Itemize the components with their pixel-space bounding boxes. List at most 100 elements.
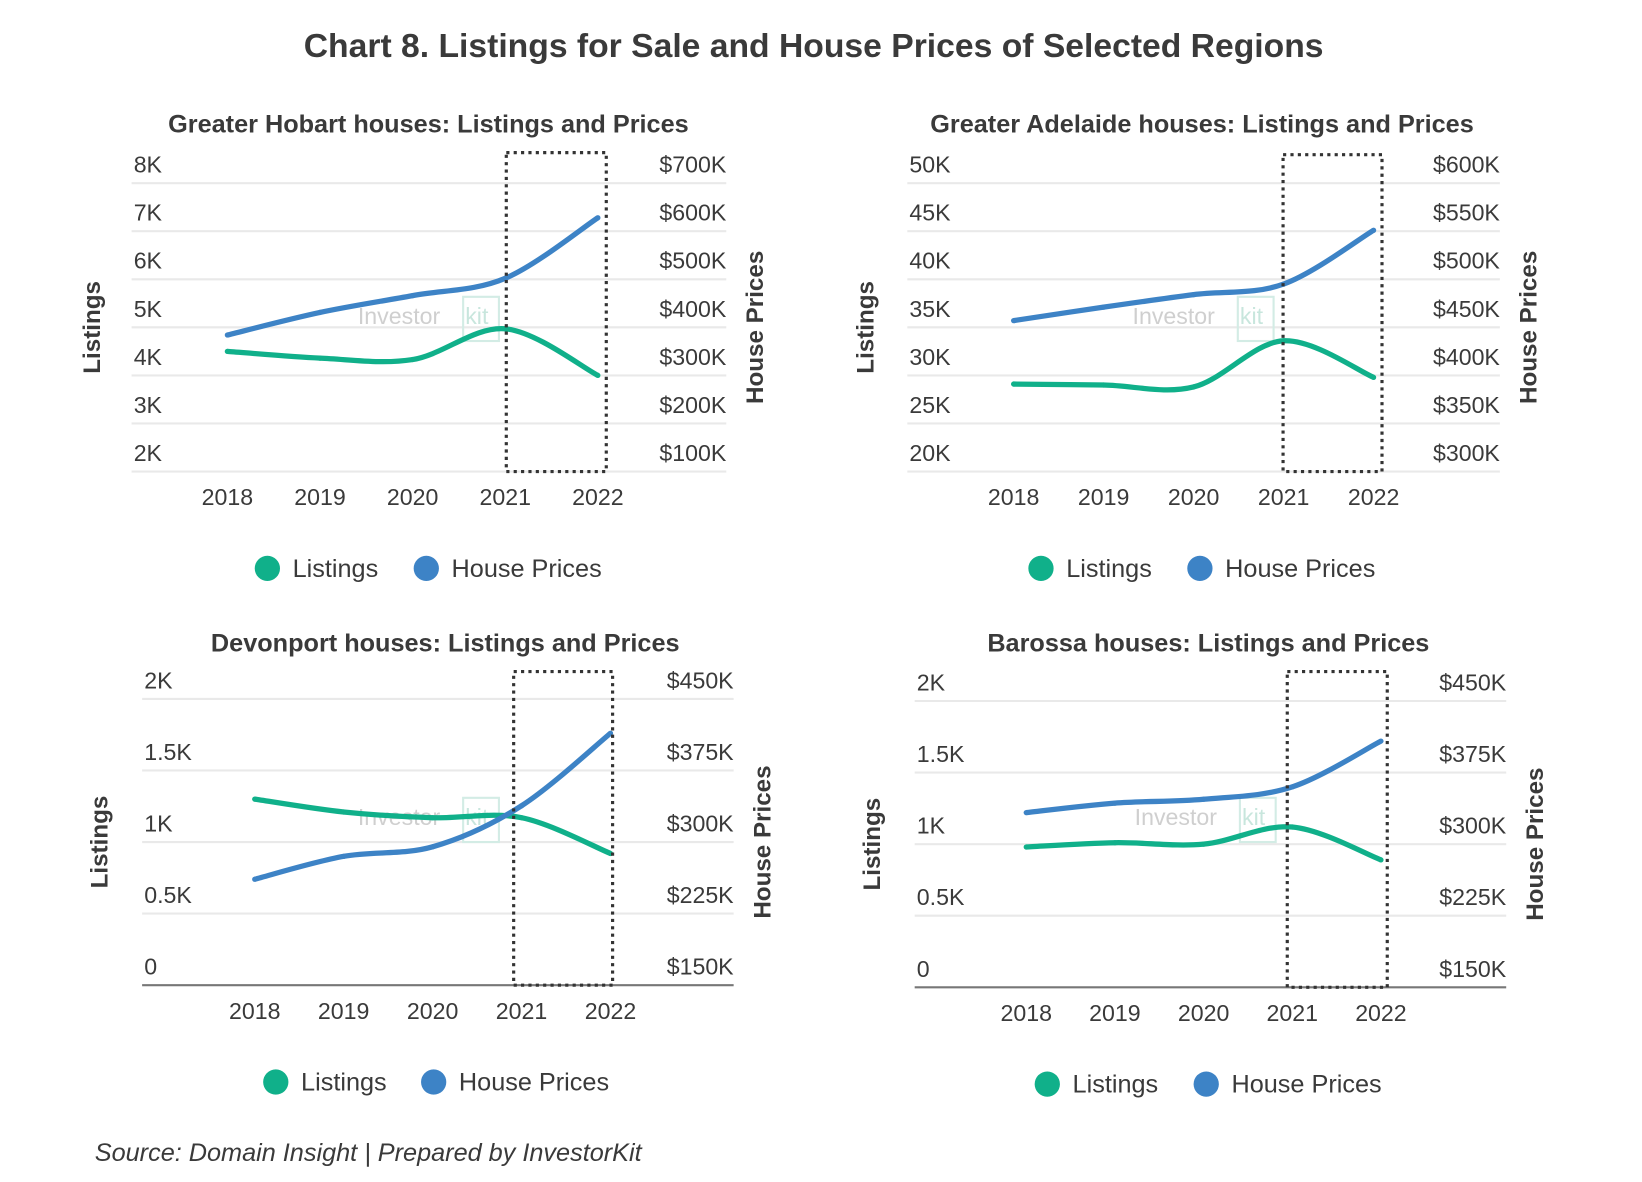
y-tick-label: 1.5K	[917, 741, 965, 767]
listings-line	[227, 326, 600, 378]
y2-tick-label: $300K	[667, 811, 734, 837]
source-note: Source: Domain Insight | Prepared by Inv…	[95, 1139, 643, 1167]
legend-item-house-prices[interactable]: House Prices	[421, 1068, 609, 1096]
legend-item-listings[interactable]: Listings	[254, 555, 379, 583]
data-point	[1100, 382, 1107, 388]
chart-panel: Greater Hobart houses: Listings and Pric…	[79, 111, 769, 583]
x-tick-label: 2021	[479, 484, 530, 510]
y-tick-label: 4K	[134, 344, 163, 370]
svg-text:kit: kit	[1240, 303, 1264, 329]
data-point	[1023, 810, 1029, 816]
legend-marker-icon	[413, 555, 439, 582]
y-tick-label: 20K	[909, 440, 951, 466]
x-tick-label: 2019	[1089, 1000, 1140, 1026]
y-tick-label: 2K	[917, 669, 946, 695]
legend-item-listings[interactable]: Listings	[263, 1068, 387, 1096]
legend-marker-icon	[1193, 1071, 1219, 1097]
data-point	[1190, 384, 1197, 390]
legend-marker-icon	[263, 1069, 289, 1095]
legend-label: Listings	[1073, 1071, 1159, 1099]
legend-item-listings[interactable]: Listings	[1034, 1071, 1159, 1099]
investorkit-watermark: Investor kit	[1135, 796, 1277, 844]
highlight-box-2021-2022	[504, 151, 608, 474]
y2-tick-label: $600K	[1433, 152, 1500, 178]
y-tick-label: 40K	[909, 248, 951, 274]
y2-tick-label: $500K	[659, 248, 726, 274]
data-point	[429, 815, 436, 821]
y2-tick-label: $400K	[659, 296, 726, 322]
y-tick-label: 1.5K	[144, 739, 192, 765]
chart-panel: Devonport houses: Listings and Prices 0 $1…	[86, 630, 776, 1097]
data-point	[518, 815, 525, 821]
x-tick-label: 2020	[407, 998, 458, 1024]
y-tick-label: 35K	[909, 296, 951, 322]
y-tick-label: 0	[144, 954, 157, 980]
legend-item-house-prices[interactable]: House Prices	[1193, 1071, 1382, 1099]
data-point	[429, 844, 436, 850]
y2-tick-label: $600K	[659, 200, 726, 226]
data-point	[252, 876, 258, 882]
investorkit-watermark: Investor kit	[358, 295, 500, 343]
x-tick-label: 2022	[1348, 484, 1399, 510]
data-point	[502, 326, 508, 332]
data-point	[1378, 857, 1384, 863]
y-axis-label: Listings	[859, 798, 886, 891]
y-tick-label: 45K	[909, 200, 951, 226]
x-tick-label: 2020	[1178, 1000, 1229, 1026]
data-point	[1112, 840, 1118, 846]
panel-title: Barossa houses: Listings and Prices	[987, 630, 1429, 658]
y2-tick-label: $500K	[1433, 248, 1500, 274]
x-tick-label: 2018	[202, 484, 253, 510]
data-point	[607, 730, 614, 736]
svg-text:Investor: Investor	[358, 303, 441, 329]
y2-tick-label: $225K	[667, 882, 734, 908]
highlight-box-2021-2022	[1281, 153, 1384, 474]
y-tick-label: 3K	[134, 392, 163, 418]
highlight-box-2021-2022	[512, 669, 615, 987]
data-point	[518, 803, 525, 809]
y-tick-label: 8K	[134, 152, 163, 178]
y-tick-label: 2K	[134, 440, 163, 466]
y2-axis-label: House Prices	[749, 765, 776, 918]
svg-text:kit: kit	[465, 303, 489, 329]
data-point	[1010, 317, 1017, 324]
y-tick-label: 30K	[909, 344, 951, 370]
y2-tick-label: $150K	[667, 954, 734, 980]
data-point	[1289, 824, 1295, 830]
y-axis-label: Listings	[853, 281, 880, 374]
y2-tick-label: $100K	[659, 440, 726, 466]
main-title: Chart 8. Listings for Sale and House Pri…	[304, 28, 1324, 65]
data-point	[1378, 738, 1384, 744]
legend-marker-icon	[254, 555, 280, 582]
legend-item-house-prices[interactable]: House Prices	[1187, 555, 1375, 583]
y2-tick-label: $700K	[659, 152, 726, 178]
legend-label: House Prices	[452, 555, 602, 583]
data-point	[595, 372, 601, 379]
y-axis-label: Listings	[79, 281, 106, 374]
y-tick-label: 2K	[144, 667, 173, 693]
legend-label: Listings	[293, 555, 379, 583]
data-point	[1200, 841, 1207, 847]
data-point	[1190, 292, 1197, 298]
panel-title: Greater Adelaide houses: Listings and Pr…	[930, 111, 1474, 139]
legend-label: House Prices	[1231, 1071, 1381, 1099]
legend-item-listings[interactable]: Listings	[1028, 555, 1152, 583]
data-point	[1112, 800, 1118, 806]
y2-tick-label: $350K	[1433, 392, 1500, 418]
legend-item-house-prices[interactable]: House Prices	[413, 555, 602, 583]
y2-tick-label: $375K	[1439, 741, 1506, 767]
investorkit-watermark: Investor kit	[1133, 295, 1275, 343]
x-tick-label: 2020	[387, 484, 438, 510]
y-tick-label: 1K	[144, 811, 173, 837]
legend-label: Listings	[301, 1068, 387, 1096]
x-tick-label: 2020	[1168, 484, 1219, 510]
y-tick-label: 7K	[134, 200, 163, 226]
data-point	[317, 309, 323, 316]
data-point	[1370, 374, 1377, 380]
y2-axis-label: House Prices	[1516, 251, 1543, 404]
data-point	[341, 809, 347, 815]
y2-tick-label: $300K	[1433, 440, 1500, 466]
y-tick-label: 0.5K	[917, 884, 965, 910]
y-tick-label: 6K	[134, 248, 163, 274]
